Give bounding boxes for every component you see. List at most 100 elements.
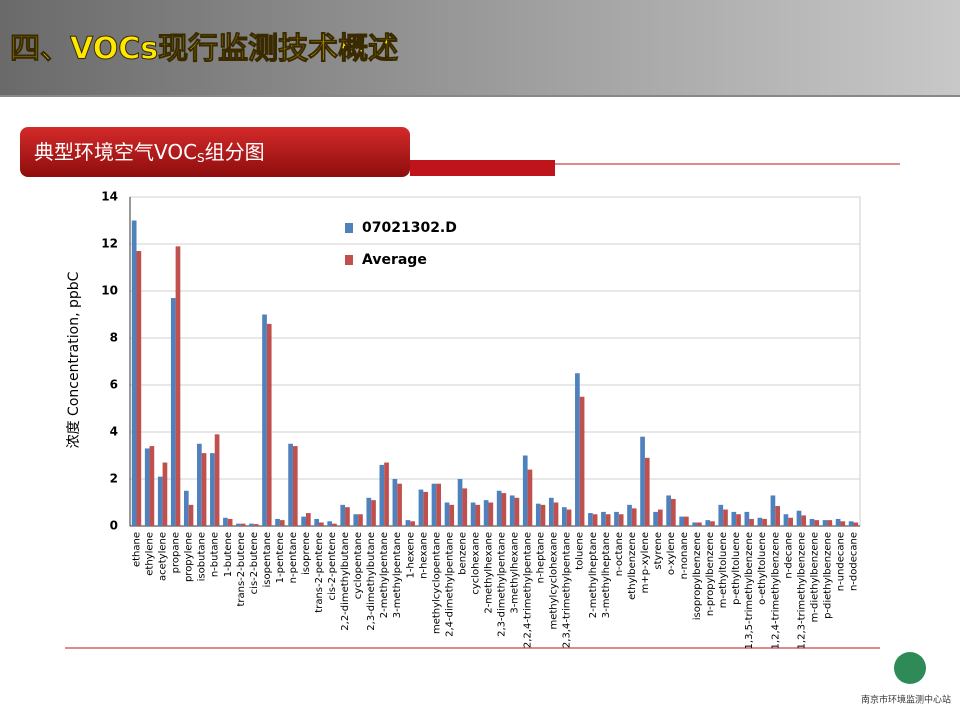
bar (371, 500, 376, 526)
bar (197, 443, 202, 526)
y-tick-label: 0 (110, 519, 118, 533)
bar (144, 448, 150, 526)
x-tick-label: 2,2,4-trimethylpentane (523, 532, 534, 648)
bar (392, 479, 398, 526)
bar (292, 446, 298, 526)
bar (444, 502, 450, 526)
bar (762, 518, 767, 526)
bar (223, 517, 228, 526)
bar (496, 490, 502, 526)
bar (796, 510, 802, 526)
bar (509, 495, 515, 526)
bar (788, 517, 793, 526)
x-tick-label: 1,2,3-trimethylbenzene (796, 532, 807, 649)
bar (301, 516, 306, 526)
x-tick-label: m-ethyltoluene (718, 532, 729, 608)
bar (266, 323, 272, 526)
x-tick-label: methylcyclopentane (431, 532, 442, 634)
bar (214, 434, 220, 526)
bar (809, 518, 815, 526)
bar (384, 462, 389, 526)
x-tick-label: n-propylbenzene (705, 532, 716, 616)
legend-swatch (345, 255, 353, 265)
x-tick-label: n-pentane (288, 532, 299, 583)
bar (488, 502, 494, 526)
bar (744, 511, 750, 526)
bar (431, 483, 437, 526)
x-tick-label: 1,3,5-trimethylbenzene (744, 532, 755, 649)
bar (319, 522, 324, 526)
bar (236, 523, 241, 526)
bar (527, 469, 533, 526)
bar (653, 511, 658, 526)
bar (679, 516, 685, 526)
bar (575, 373, 580, 526)
banner-sub: S (197, 151, 205, 165)
bar (423, 491, 428, 526)
bar (710, 521, 715, 526)
bar (540, 504, 546, 526)
bar (562, 507, 567, 526)
bar (227, 518, 233, 526)
x-tick-label: o-ethyltoluene (757, 532, 768, 605)
x-tick-label: isoprene (301, 532, 312, 575)
x-tick-label: isopentane (262, 532, 273, 587)
bar (501, 493, 507, 526)
bar (514, 497, 520, 526)
bar (170, 298, 176, 526)
y-tick-label: 14 (101, 190, 118, 204)
bar (553, 502, 559, 526)
bar (262, 314, 267, 526)
bar (592, 514, 598, 526)
bar (418, 489, 424, 526)
x-tick-label: cyclohexane (470, 532, 481, 595)
bar (136, 251, 142, 527)
bar (666, 495, 671, 526)
x-tick-label: cis-2-pentene (327, 532, 338, 600)
x-tick-label: 1-hexene (405, 532, 416, 579)
bar (827, 520, 833, 526)
x-tick-label: 2-methylheptane (588, 532, 599, 618)
bar (201, 453, 207, 526)
bar (188, 504, 194, 526)
bar (157, 476, 163, 526)
x-tick-label: cyclopentane (353, 532, 364, 599)
bar (757, 517, 763, 526)
bar (358, 514, 363, 526)
x-tick-label: n-dodecane (848, 532, 859, 591)
x-tick-label: n-heptane (536, 532, 547, 583)
x-tick-label: 2,4-dimethylpentane (444, 532, 455, 637)
bar (470, 502, 476, 526)
bar (548, 497, 554, 526)
bar (684, 516, 689, 526)
bar (449, 504, 455, 526)
bar (305, 513, 311, 526)
x-tick-label: isobutane (197, 532, 208, 581)
bar (670, 498, 676, 526)
x-tick-label: 2,3-dimethylbutane (366, 532, 377, 631)
bar (366, 497, 372, 526)
bar (731, 511, 737, 526)
x-tick-label: trans-2-pentene (314, 532, 325, 613)
bar (644, 457, 650, 526)
bar (314, 518, 320, 526)
x-tick-label: propane (171, 532, 182, 573)
y-tick-label: 6 (110, 378, 118, 392)
bar (848, 521, 854, 526)
x-tick-label: 3-methylpentane (392, 532, 403, 618)
x-tick-label: 2-methylhexane (483, 532, 494, 614)
x-tick-label: o-xylene (666, 532, 677, 575)
bar (588, 513, 593, 526)
bar (288, 443, 293, 526)
bar (149, 446, 155, 526)
bar (783, 514, 789, 526)
x-tick-label: ethylene (145, 532, 156, 576)
bar (275, 518, 280, 526)
logo-icon (894, 652, 926, 684)
bar (775, 506, 780, 526)
x-tick-label: propylene (184, 532, 195, 582)
legend-label: Average (362, 252, 427, 268)
bar (736, 514, 741, 526)
